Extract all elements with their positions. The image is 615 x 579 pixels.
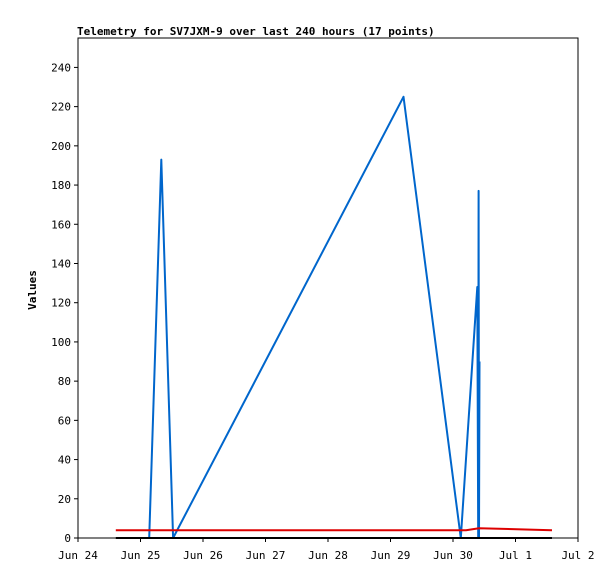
x-axis: Jun 24 Jun 25 Jun 26 Jun 27 Jun 28 Jun 29 Jun …	[58, 538, 595, 562]
series-line-1	[148, 95, 481, 539]
y-tick-label: 160	[51, 218, 71, 231]
y-tick-label: 60	[58, 414, 71, 427]
plot-area	[77, 37, 579, 539]
y-tick-label: 100	[51, 336, 71, 349]
x-tick-label: Jun 24	[58, 549, 98, 562]
x-tick-label: Jul 2	[561, 549, 594, 562]
y-tick-label: 200	[51, 140, 71, 153]
chart-title: Telemetry for SV7JXM-9 over last 240 hou…	[77, 25, 435, 38]
x-tick-label: Jun 25	[121, 549, 161, 562]
series-line-2	[115, 527, 553, 532]
y-tick-label: 40	[58, 454, 71, 467]
y-tick-label: 20	[58, 493, 71, 506]
y-tick-label: 80	[58, 375, 71, 388]
y-tick-label: 120	[51, 297, 71, 310]
x-tick-label: Jun 27	[246, 549, 286, 562]
x-tick-label: Jun 29	[371, 549, 411, 562]
y-tick-label: 180	[51, 179, 71, 192]
y-tick-label: 240	[51, 61, 71, 74]
y-axis: 0 20 40 60 80 100 120 140 160 180 200 220 240	[51, 61, 78, 545]
y-tick-label: 140	[51, 257, 71, 270]
y-tick-label: 0	[64, 532, 71, 545]
y-tick-label: 220	[51, 101, 71, 114]
x-tick-label: Jun 28	[308, 549, 348, 562]
x-tick-label: Jun 30	[433, 549, 473, 562]
x-tick-label: Jun 26	[183, 549, 223, 562]
x-tick-label: Jul 1	[499, 549, 532, 562]
y-axis-label: Values	[26, 270, 39, 310]
series-layer	[115, 95, 553, 539]
